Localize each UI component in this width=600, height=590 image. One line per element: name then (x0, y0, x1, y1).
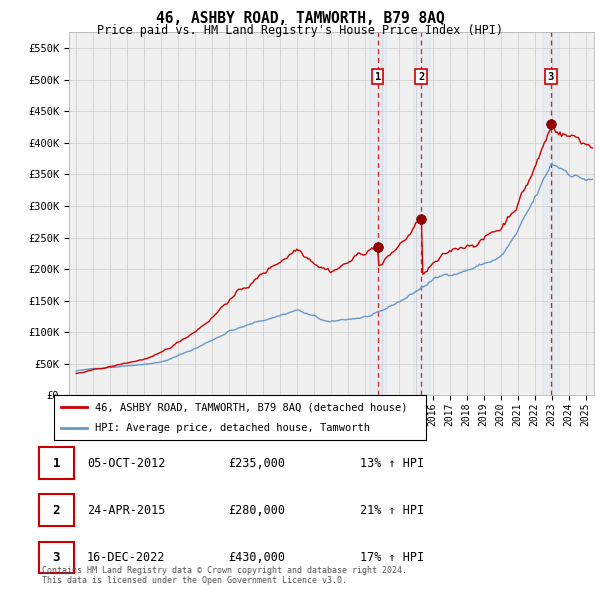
Text: £280,000: £280,000 (228, 504, 285, 517)
Text: 16-DEC-2022: 16-DEC-2022 (87, 551, 166, 564)
Text: £430,000: £430,000 (228, 551, 285, 564)
Text: 05-OCT-2012: 05-OCT-2012 (87, 457, 166, 470)
Text: 24-APR-2015: 24-APR-2015 (87, 504, 166, 517)
Bar (369, 32, 386, 395)
Bar (542, 32, 559, 395)
Text: HPI: Average price, detached house, Tamworth: HPI: Average price, detached house, Tamw… (95, 422, 370, 432)
Text: Contains HM Land Registry data © Crown copyright and database right 2024.
This d: Contains HM Land Registry data © Crown c… (42, 566, 407, 585)
Text: 3: 3 (53, 551, 60, 564)
Text: £235,000: £235,000 (228, 457, 285, 470)
Text: 17% ↑ HPI: 17% ↑ HPI (360, 551, 424, 564)
Text: Price paid vs. HM Land Registry's House Price Index (HPI): Price paid vs. HM Land Registry's House … (97, 24, 503, 37)
Text: 21% ↑ HPI: 21% ↑ HPI (360, 504, 424, 517)
Text: 46, ASHBY ROAD, TAMWORTH, B79 8AQ (detached house): 46, ASHBY ROAD, TAMWORTH, B79 8AQ (detac… (95, 402, 407, 412)
Text: 1: 1 (53, 457, 60, 470)
Text: 46, ASHBY ROAD, TAMWORTH, B79 8AQ: 46, ASHBY ROAD, TAMWORTH, B79 8AQ (155, 11, 445, 25)
Text: 2: 2 (53, 504, 60, 517)
Text: 1: 1 (374, 71, 381, 81)
Text: 3: 3 (548, 71, 554, 81)
Bar (413, 32, 430, 395)
Text: 2: 2 (418, 71, 424, 81)
Text: 13% ↑ HPI: 13% ↑ HPI (360, 457, 424, 470)
